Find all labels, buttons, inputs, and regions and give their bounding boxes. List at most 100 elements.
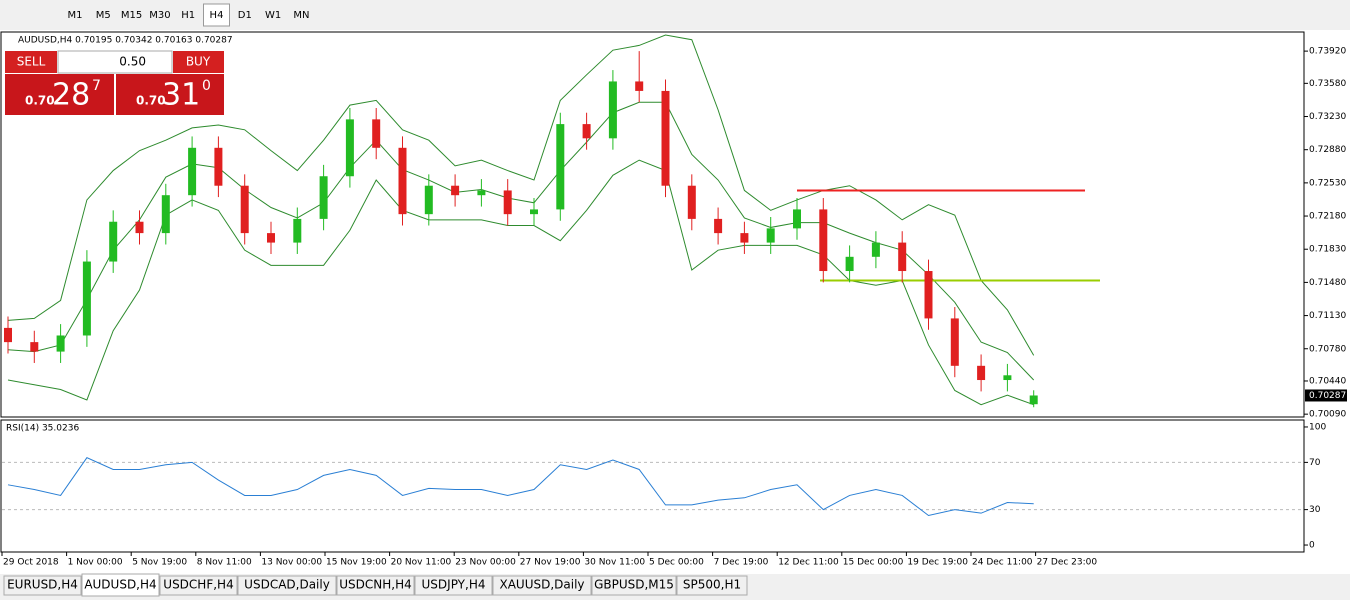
bollinger-band <box>7 159 1034 406</box>
bid-box[interactable] <box>5 74 114 115</box>
candle-body <box>977 365 986 381</box>
y-tick-label: 0.72530 <box>1309 178 1346 188</box>
tab-label: GBPUSD,M15 <box>594 578 674 592</box>
timeframe-button[interactable]: MN <box>293 10 309 21</box>
tab-label: XAUUSD,Daily <box>499 578 584 592</box>
sell-button[interactable] <box>5 51 57 73</box>
timeframe-button[interactable]: H4 <box>210 10 224 21</box>
tab-label: AUDUSD,H4 <box>84 578 156 592</box>
candle-body <box>214 147 223 186</box>
ask-big: 31 <box>162 78 200 113</box>
candle-body <box>556 124 565 210</box>
x-tick-label: 15 Nov 19:00 <box>326 558 387 568</box>
bollinger-band <box>7 34 1035 356</box>
y-tick-label: 0.73920 <box>1309 47 1346 57</box>
y-tick-label: 0.72180 <box>1309 212 1346 222</box>
x-tick-label: 13 Nov 00:00 <box>261 558 322 568</box>
candle-body <box>372 119 381 148</box>
candle-body <box>819 209 828 272</box>
ask-box[interactable] <box>116 74 224 115</box>
y-tick-label: 0.72880 <box>1309 145 1346 155</box>
chart-header: AUDUSD,H4 0.70195 0.70342 0.70163 0.7028… <box>18 36 233 46</box>
candle-body <box>109 221 118 262</box>
candle-body <box>898 242 907 272</box>
candle-body <box>661 90 670 186</box>
x-tick-label: 5 Nov 19:00 <box>132 558 187 568</box>
tab[interactable] <box>3 575 82 596</box>
y-tick-label: 0.73230 <box>1309 112 1346 122</box>
candle-body <box>293 218 302 243</box>
trade-panel: SELL 0.50 BUY 0.70 28 7 0.70 31 0 <box>5 50 224 115</box>
tab[interactable] <box>159 575 238 596</box>
x-tick-label: 27 Dec 23:00 <box>1037 558 1098 568</box>
tab-label: USDCHF,H4 <box>163 578 233 592</box>
candle-body <box>845 256 854 272</box>
y-tick-label: 0.70780 <box>1309 344 1346 354</box>
candle-body <box>530 209 538 215</box>
rsi-line <box>7 457 1034 517</box>
buy-button[interactable] <box>173 51 224 73</box>
lots-value: 0.50 <box>119 55 146 69</box>
tab-label: USDCAD,Daily <box>244 578 330 592</box>
price-panel <box>0 31 1305 418</box>
timeframe-button[interactable]: M5 <box>96 10 111 21</box>
lots-input[interactable] <box>57 50 173 74</box>
candle-body <box>503 190 512 215</box>
candle-body <box>766 228 775 243</box>
y-tick-label: 30 <box>1309 505 1321 515</box>
timeframe-button[interactable]: M30 <box>149 10 170 21</box>
x-tick-label: 15 Dec 00:00 <box>843 558 904 568</box>
timeframe-button[interactable]: D1 <box>238 10 252 21</box>
ask-small: 0 <box>202 78 211 94</box>
candle-body <box>451 185 460 196</box>
tab[interactable] <box>414 575 493 596</box>
candle-body <box>188 147 197 196</box>
candle-body <box>740 233 749 243</box>
candle-body <box>608 81 617 139</box>
candle-body <box>82 261 91 336</box>
tab-label: USDJPY,H4 <box>422 578 486 592</box>
tab-label: EURUSD,H4 <box>7 578 78 592</box>
current-price-label: 0.70287 <box>1309 391 1346 401</box>
candle-body <box>687 185 696 219</box>
y-tick-label: 0.70440 <box>1309 376 1346 386</box>
x-tick-label: 24 Dec 11:00 <box>972 558 1033 568</box>
y-tick-label: 0.71830 <box>1309 245 1346 255</box>
toolbar <box>0 0 1350 30</box>
x-tick-label: 29 Oct 2018 <box>3 558 59 568</box>
candle-body <box>398 147 407 215</box>
candle-body <box>714 218 723 234</box>
rsi-label: RSI(14) 35.0236 <box>6 424 79 434</box>
bid-small: 7 <box>92 78 101 94</box>
ask-prefix: 0.70 <box>136 94 166 108</box>
tab[interactable] <box>676 575 748 596</box>
candle-body <box>582 124 591 139</box>
tab[interactable] <box>81 573 160 597</box>
tab-label: SP500,H1 <box>683 578 741 592</box>
tab[interactable] <box>237 575 337 596</box>
candle-body <box>161 195 170 234</box>
y-tick-label: 0.71130 <box>1309 311 1346 321</box>
candle-body <box>871 242 880 257</box>
timeframe-button[interactable]: W1 <box>265 10 281 21</box>
candle-body <box>424 185 433 215</box>
candle-body <box>950 318 959 366</box>
x-tick-label: 7 Dec 19:00 <box>714 558 769 568</box>
tab[interactable] <box>336 575 415 596</box>
timeframe-button[interactable]: M15 <box>121 10 142 21</box>
candle-body <box>135 221 144 234</box>
tab-label: USDCNH,H4 <box>339 578 412 592</box>
bollinger-band <box>7 101 1035 381</box>
candle-body <box>635 81 644 91</box>
x-tick-label: 30 Nov 11:00 <box>584 558 645 568</box>
y-tick-label: 0.71480 <box>1309 278 1346 288</box>
timeframe-active <box>203 3 230 27</box>
x-tick-label: 19 Dec 19:00 <box>907 558 968 568</box>
tab[interactable] <box>492 575 592 596</box>
timeframe-button[interactable]: H1 <box>181 10 195 21</box>
y-tick-label: 0 <box>1309 541 1315 551</box>
timeframe-button[interactable]: M1 <box>68 10 83 21</box>
bid-big: 28 <box>52 78 90 113</box>
candle-body <box>1029 395 1038 405</box>
tab[interactable] <box>591 575 677 596</box>
